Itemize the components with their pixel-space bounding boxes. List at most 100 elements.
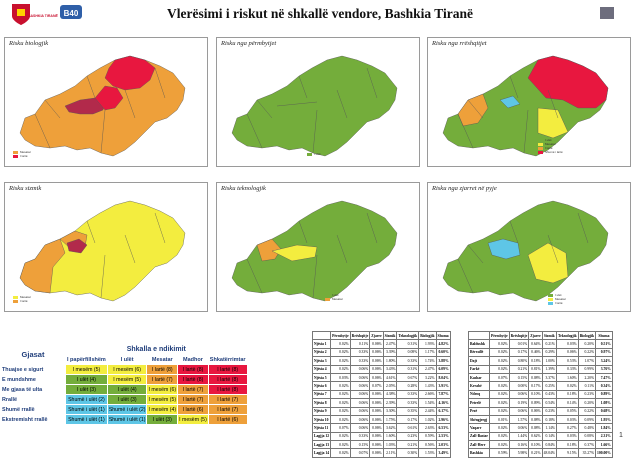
table-cell: 0.33% bbox=[396, 398, 420, 408]
row-label: Baldushk bbox=[467, 339, 491, 349]
row-label: Bërxullë bbox=[467, 347, 491, 358]
table-row: Zall-Herr 0.02% 0.16% 0.10% 0.84% 0.18% 0.37% 1… bbox=[467, 440, 613, 450]
table-cell: 1.02% bbox=[418, 414, 437, 425]
table-cell: 0.54% bbox=[541, 398, 557, 408]
table-cell: 0.46% bbox=[528, 347, 543, 358]
table-cell: 0.07% bbox=[330, 423, 351, 433]
table-cell: 0.05% bbox=[555, 406, 579, 416]
table-cell: 0.20% bbox=[577, 398, 597, 408]
table-cell: 1.54% bbox=[418, 398, 437, 408]
matrix-cell: I mesëm (5) bbox=[65, 364, 108, 375]
map-floods bbox=[231, 55, 398, 157]
table-cell: 1.53% bbox=[418, 448, 437, 458]
matrix-row-label: Shumë rrallë bbox=[0, 404, 66, 415]
table-cell: 0.09% bbox=[577, 414, 597, 425]
table-cell: 0.61% bbox=[396, 423, 420, 433]
table-cell: 0.08% bbox=[396, 347, 420, 358]
table-header-cell: Shuma bbox=[435, 330, 451, 341]
table-cell: 3.43% bbox=[382, 364, 398, 374]
table-cell: 0.06% bbox=[555, 347, 579, 358]
table-row: Njësia 3 0.02% 0.33% 0.06% 1.80% 0.33% 1.74% 3.… bbox=[311, 356, 451, 366]
table-row: Vaqarr 0.02% 0.06% 0.08% 1.14% 0.27% 0.48% 1.84… bbox=[467, 423, 613, 433]
map-title: Risku teknologjik bbox=[221, 185, 266, 192]
table-cell: 3.24% bbox=[595, 356, 613, 366]
table-cell: 0.02% bbox=[489, 389, 510, 400]
table-cell: 0.00% bbox=[508, 381, 530, 391]
table-cell: 0.06% bbox=[349, 389, 371, 400]
matrix-row: Ekstremisht rrallë Shumë i ulët (1) Shum… bbox=[0, 414, 248, 425]
table-cell: 0.02% bbox=[330, 389, 351, 400]
matrix-cell: I lartë (7) bbox=[146, 374, 179, 385]
row-label: Njësia 7 bbox=[311, 389, 332, 400]
map-legend: I ulët Mesatar I lartë bbox=[548, 293, 566, 305]
table-cell: 1.66% bbox=[595, 440, 613, 450]
row-label: Njësia 9 bbox=[311, 406, 332, 416]
table-cell: 0.02% bbox=[489, 440, 510, 450]
matrix-cell: I lartë (8) bbox=[146, 364, 179, 375]
row-label: Vaqarr bbox=[467, 423, 491, 433]
map-title: Risku biologjik bbox=[9, 40, 49, 47]
table-cell: 0.06% bbox=[349, 364, 371, 374]
table-cell: 0.06% bbox=[528, 406, 543, 416]
map-title: Risku nga rrëshqitjet bbox=[432, 40, 487, 47]
table-cell: 2.47% bbox=[382, 339, 398, 349]
row-label: Zall-Bastar bbox=[467, 431, 491, 442]
table-row: Njësia 6 0.02% 0.06% 0.07% 2.05% 0.28% 1.43% 3.… bbox=[311, 381, 451, 391]
table-cell: 0.08% bbox=[528, 414, 543, 425]
table-cell: 1.44% bbox=[508, 431, 530, 442]
matrix-row-label: Rrallë bbox=[0, 394, 66, 405]
table-row: Njësia 11 0.07% 0.06% 0.06% 3.62% 0.61% 2.63% 6… bbox=[311, 423, 451, 433]
table-cell: 2.31% bbox=[595, 431, 613, 442]
matrix-cell: I ulët (3) bbox=[146, 414, 179, 425]
map-legend: Mesatar I lartë bbox=[13, 150, 31, 158]
table-cell: 0.06% bbox=[369, 414, 384, 425]
table-cell: 0.02% bbox=[330, 356, 351, 366]
table-cell: 3.22% bbox=[418, 372, 437, 383]
table-cell: 0.20% bbox=[577, 339, 597, 349]
table-cell: 0.33% bbox=[555, 364, 579, 374]
table-cell: 0.62% bbox=[528, 431, 543, 442]
table-header-cell: Përmbytje bbox=[489, 330, 510, 341]
table-row: Pezë 0.02% 0.06% 0.06% 0.23% 0.05% 0.22% 0.68% bbox=[467, 406, 613, 416]
table-cell: 0.15% bbox=[349, 440, 371, 450]
table-cell: 0.19% bbox=[508, 398, 530, 408]
table-row: Njësia 7 0.02% 0.06% 0.06% 4.38% 0.33% 2.66% 7.… bbox=[311, 389, 451, 400]
table-cell: 0.18% bbox=[555, 389, 579, 400]
table-cell: 1.17% bbox=[418, 347, 437, 358]
table-cell: 7.87% bbox=[435, 389, 451, 400]
matrix-col-header: Mesatar bbox=[146, 354, 179, 365]
table-header-cell: Teknologjik bbox=[396, 330, 420, 341]
table-cell: 0.18% bbox=[541, 414, 557, 425]
table-cell: 0.06% bbox=[508, 389, 530, 400]
table-cell: 0.06% bbox=[349, 414, 371, 425]
table-row: Lagjja 12 0.02% 0.33% 0.06% 1.60% 0.23% 0.59% 2… bbox=[311, 431, 451, 442]
table-cell: 0.33% bbox=[349, 356, 371, 366]
table-cell: 0.15% bbox=[508, 372, 530, 383]
table-header-cell: Sizmik bbox=[541, 330, 557, 341]
row-label: Ndroq bbox=[467, 389, 491, 400]
table-cell: 0.01% bbox=[508, 339, 530, 349]
page-number: 1 bbox=[619, 432, 623, 439]
table-cell: 3.62% bbox=[382, 423, 398, 433]
map-legend: I ulët Mesatar bbox=[325, 293, 343, 301]
table-cell: 1.84% bbox=[595, 423, 613, 433]
table-cell: 0.02% bbox=[489, 381, 510, 391]
table-cell: 0.06% bbox=[349, 398, 371, 408]
table-cell: 35.27% bbox=[577, 448, 597, 458]
table-row: Njësia 4 0.02% 0.06% 0.06% 3.43% 0.31% 2.47% 6.… bbox=[311, 364, 451, 374]
table-cell: 0.02% bbox=[330, 339, 351, 349]
table-cell: 0.02% bbox=[330, 406, 351, 416]
table-cell: 0.02% bbox=[330, 440, 351, 450]
row-label: Njësia 11 bbox=[311, 423, 332, 433]
row-label: Zall-Herr bbox=[467, 440, 491, 450]
table-row: Njësia 2 0.02% 0.33% 0.06% 3.39% 0.08% 1.17% 0.… bbox=[311, 347, 451, 358]
table-cell: 0.11% bbox=[577, 381, 597, 391]
row-label: Njësia 8 bbox=[311, 398, 332, 408]
table-cell: 0.59% bbox=[489, 448, 510, 458]
table-cell: 0.21% bbox=[508, 364, 530, 374]
table-cell: 0.02% bbox=[489, 356, 510, 366]
table-header-cell: Teknologjik bbox=[555, 330, 579, 341]
table-cell: 0.17% bbox=[508, 347, 530, 358]
table-cell: 1.43% bbox=[418, 381, 437, 391]
table-cell: 0.09% bbox=[528, 398, 543, 408]
